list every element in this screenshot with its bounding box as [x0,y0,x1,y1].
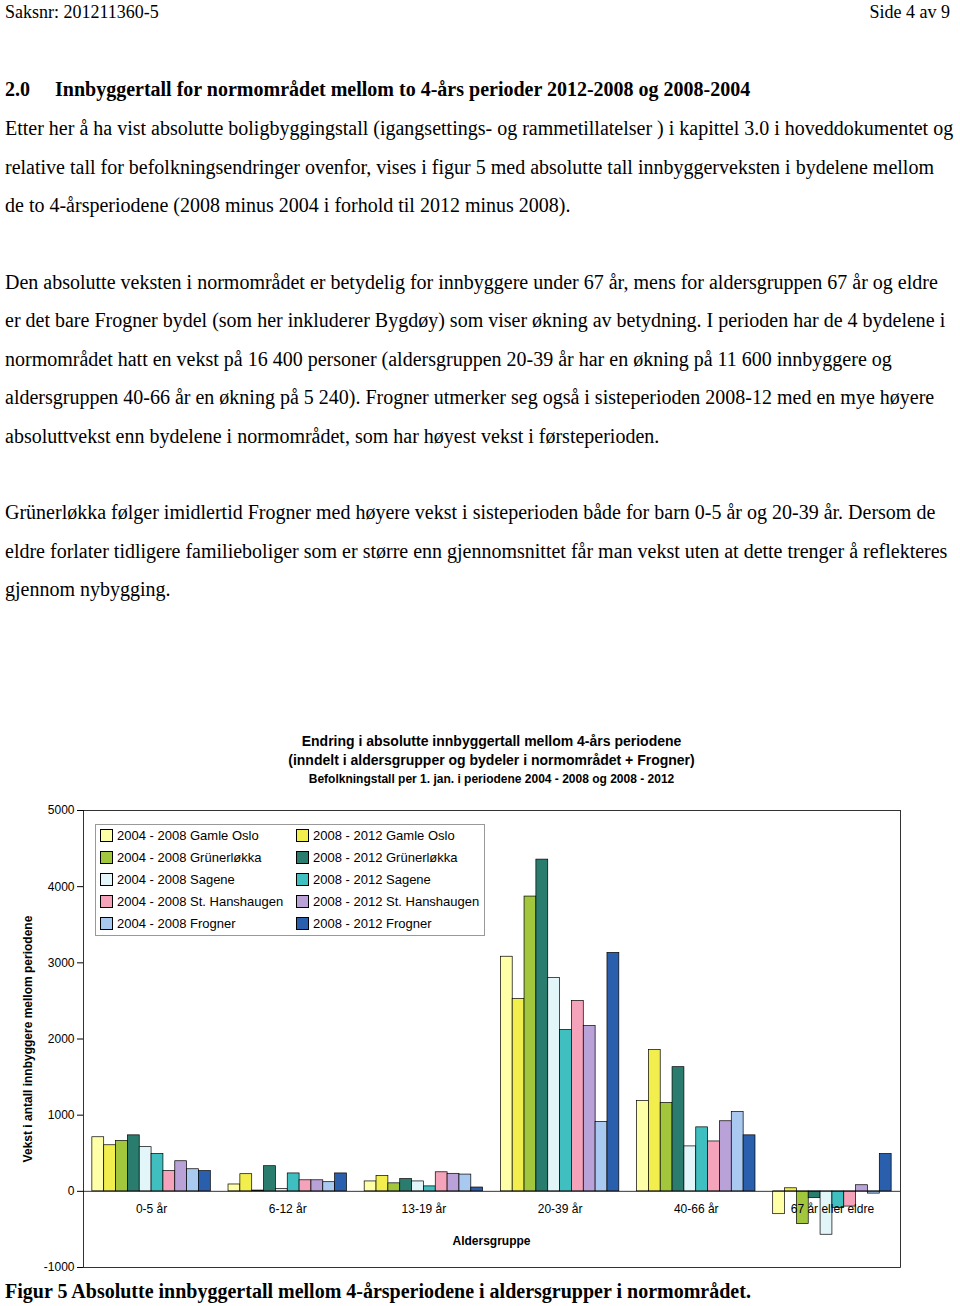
html-text:(inndelt i aldersgrupper og by: (inndelt i aldersgrupper og bydeler i no… [288,752,695,768]
svg-text:3000: 3000 [48,956,75,970]
html-text:Etter her å ha vist absolutte: Etter her å ha vist absolutte boligbyggi… [5,117,954,216]
html-text:2008 - 2012 St. Hanshaugen: 2008 - 2012 St. Hanshaugen [313,894,480,909]
svg-text:13-19 år: 13-19 år [402,1202,447,1216]
html-text:2008 - 2012 Gamle Oslo: 2008 - 2012 Gamle Oslo [313,828,455,843]
svg-text:0-5 år: 0-5 år [136,1202,167,1216]
html-text:2008 - 2012 Grünerløkka: 2008 - 2012 Grünerløkka [313,850,458,865]
svg-text:-1000: -1000 [44,1260,75,1274]
html-text:Figur 5 Absolutte innbyggertal: Figur 5 Absolutte innbyggertall mellom 4… [5,1280,751,1302]
html-text:2004 - 2008 Frogner: 2004 - 2008 Frogner [117,916,236,931]
html-text:2004 - 2008 St. Hanshaugen: 2004 - 2008 St. Hanshaugen [117,894,284,909]
html-text:2004 - 2008 Grünerløkka: 2004 - 2008 Grünerløkka [117,850,262,865]
html-text:2.0 Innbyggertall for normområ: 2.0 Innbyggertall for normområdet mellom… [5,78,751,100]
html-text:2008 - 2012 Frogner: 2008 - 2012 Frogner [313,916,432,931]
svg-text:Vekst i antall innbyggere mell: Vekst i antall innbyggere mellom periode… [21,915,35,1162]
svg-text:2000: 2000 [48,1032,75,1046]
svg-text:6-12 år: 6-12 år [269,1202,307,1216]
html-text:2004 - 2008 Gamle Oslo: 2004 - 2008 Gamle Oslo [117,828,259,843]
html-text:Aldersgruppe: Aldersgruppe [452,1234,531,1248]
svg-text:40-66 år: 40-66 år [674,1202,719,1216]
html-text:Endring i absolutte innbyggert: Endring i absolutte innbyggertall mellom… [301,733,682,749]
svg-text:1000: 1000 [48,1108,75,1122]
svg-text:4000: 4000 [48,880,75,894]
html-text:Befolkningstall per 1. jan. i: Befolkningstall per 1. jan. i periodene … [308,772,675,786]
svg-text:20-39 år: 20-39 år [538,1202,583,1216]
html-text:Side 4 av 9: Side 4 av 9 [869,2,950,22]
html-text:Grünerløkka følger imidlertid: Grünerløkka følger imidlertid Frogner me… [5,501,948,600]
svg-text:0: 0 [68,1184,75,1198]
html-text:Saksnr: 201211360-5: Saksnr: 201211360-5 [5,2,159,22]
svg-text:5000: 5000 [48,803,75,817]
html-text:Den absolutte veksten i normom: Den absolutte veksten i normområdet er b… [5,270,946,447]
svg-text:67 år eller eldre: 67 år eller eldre [791,1202,875,1216]
html-text:2004 - 2008 Sagene: 2004 - 2008 Sagene [117,872,235,887]
html-text:2008 - 2012 Sagene: 2008 - 2012 Sagene [313,872,431,887]
